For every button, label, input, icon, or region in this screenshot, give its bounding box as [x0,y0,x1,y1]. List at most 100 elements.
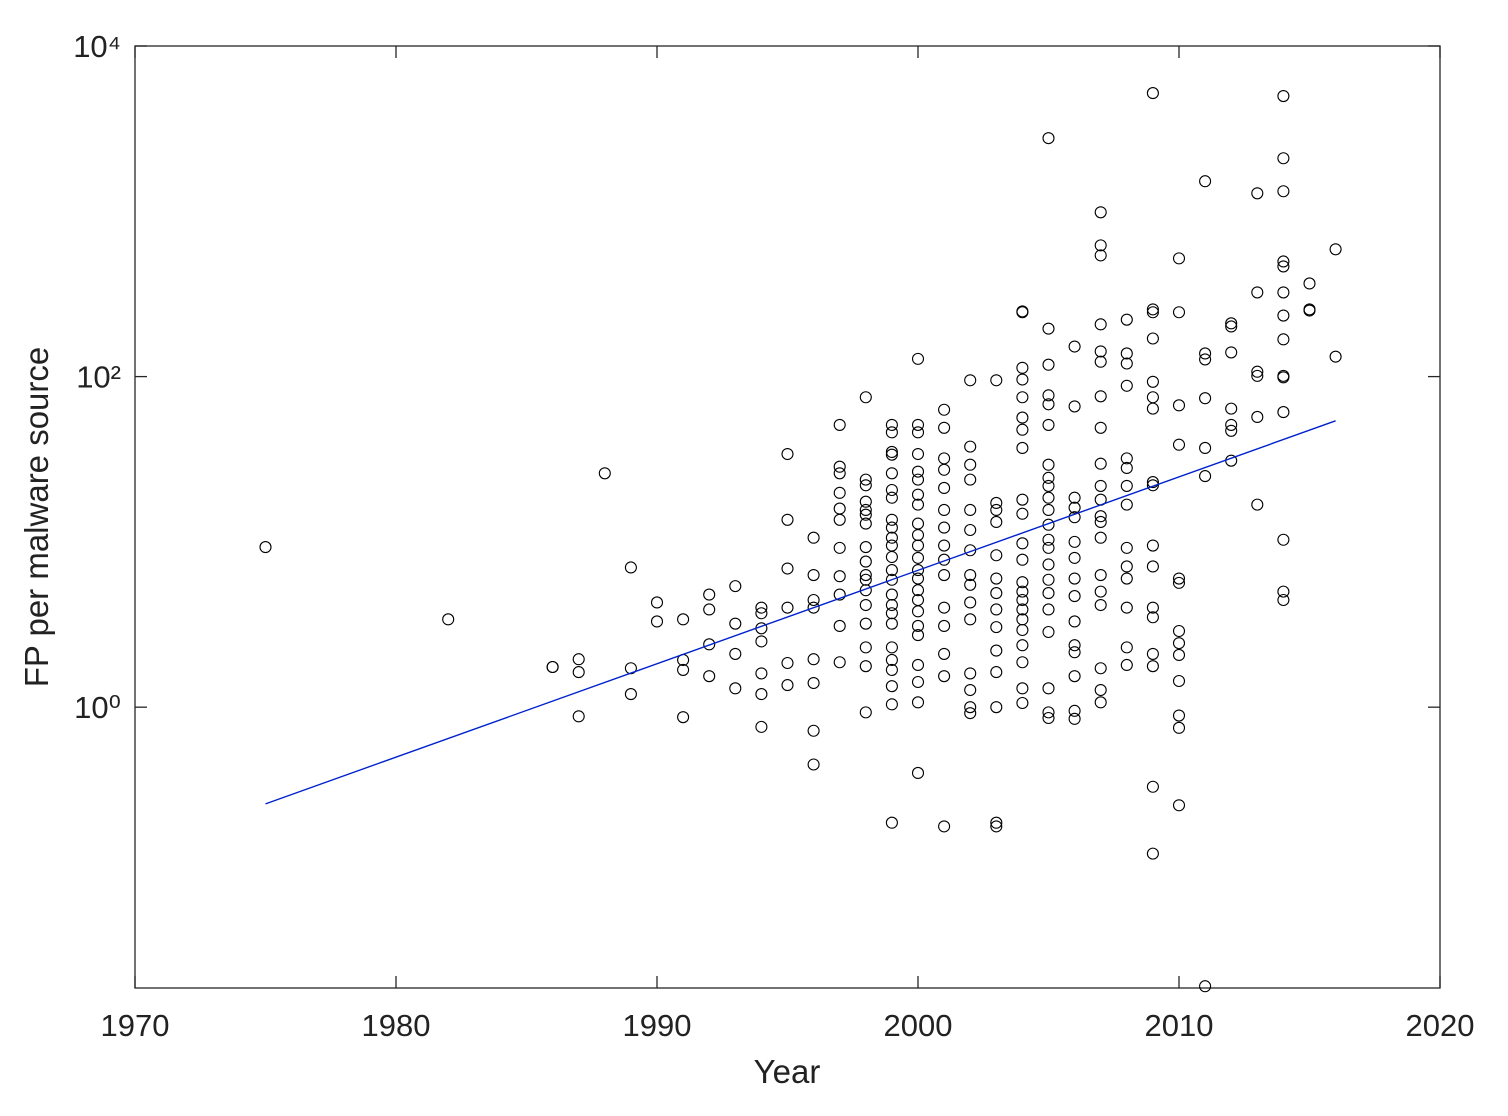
scatter-point [859,391,872,404]
scatter-point [911,619,925,633]
scatter-point [938,539,951,552]
scatter-point [1251,187,1264,200]
scatter-point [755,667,768,680]
scatter-point [964,568,977,582]
scatter-point [1120,357,1133,370]
axes-frame [134,45,1441,989]
scatter-point [911,605,925,618]
scatter-point [1042,682,1055,695]
scatter-point [938,521,951,534]
scatter-point [781,679,794,692]
scatter-point [572,710,585,723]
scatter-point [598,467,611,480]
scatter-point [1016,373,1029,386]
scatter-point [703,638,716,651]
scatter-point [938,503,951,517]
scatter-point [650,596,664,609]
scatter-point [807,531,820,544]
scatter-point [1068,491,1081,504]
scatter-point [807,758,820,771]
scatter-point [1094,421,1107,434]
x-tick-label: 2000 [884,1008,953,1043]
scatter-point [1042,711,1055,725]
scatter-point [938,481,951,494]
scatter-point [1094,318,1107,331]
scatter-point [859,479,872,492]
data-layer [259,87,1342,993]
scatter-point [990,515,1003,528]
scatter-point [938,670,951,683]
scatter-point [833,513,846,526]
scatter-point [1016,411,1029,424]
scatter-point [1120,452,1133,465]
scatter-point [1042,418,1055,431]
scatter-point [911,572,925,585]
scatter-point [1277,89,1290,103]
scatter-point [1146,479,1159,492]
scatter-point [572,653,585,666]
scatter-point [624,688,637,701]
scatter-point [1094,515,1107,528]
scatter-point [1172,399,1186,412]
x-tick-label: 1970 [101,1008,170,1043]
scatter-point [1251,498,1264,511]
scatter-point [990,496,1003,509]
x-tick-label: 2020 [1406,1008,1475,1043]
scatter-point [650,615,664,628]
scatter-point [729,682,742,695]
scatter-point [781,562,794,575]
scatter-point [1146,611,1159,624]
scatter-point [911,465,925,478]
scatter-point [1094,457,1107,470]
scatter-point [938,820,951,833]
scatter-point [911,564,925,577]
scatter-point [964,683,977,697]
scatter-point [833,467,846,480]
scatter-point [1146,332,1159,345]
scatter-point [1094,390,1107,403]
scatter-point [1120,560,1133,573]
scatter-point [781,513,794,526]
scatter-point [885,445,898,458]
scatter-point [1016,593,1029,607]
scatter-point [1277,185,1290,198]
scatter-point [1172,306,1186,319]
scatter-point [1042,471,1055,484]
scatter-point [1016,306,1029,319]
scatter-point [1042,625,1055,639]
scatter-point [938,568,951,582]
scatter-point [1172,572,1186,585]
scatter-point [1120,479,1133,492]
scatter-point [1094,531,1107,544]
scatter-point [1016,576,1029,589]
scatter-point [1120,541,1133,554]
scatter-point [833,460,846,473]
x-tick-label: 1990 [623,1008,692,1043]
scatter-point [885,588,898,601]
scatter-point [1120,658,1133,672]
scatter-point [1225,320,1238,333]
scatter-point [755,601,768,614]
y-axis-title: FP per malware source [18,347,55,688]
scatter-point [1094,510,1107,523]
scatter-point [1016,603,1029,616]
scatter-point [990,374,1003,387]
scatter-point [990,816,1003,829]
scatter-point [1146,402,1159,415]
scatter-point [1068,400,1081,413]
scatter-point [1068,646,1081,659]
scatter-point [885,550,898,564]
scatter-point [1277,533,1290,546]
scatter-point [1172,252,1186,265]
scatter-point [859,568,872,582]
scatter-point [1016,656,1029,669]
scatter-point [885,573,898,586]
scatter-point [1146,660,1159,673]
scatter-point [1146,476,1159,489]
scatter-point [859,495,872,508]
scatter-point [1199,353,1212,366]
scatter-point [807,653,820,666]
scatter-point [938,647,951,660]
scatter-point [807,724,820,737]
